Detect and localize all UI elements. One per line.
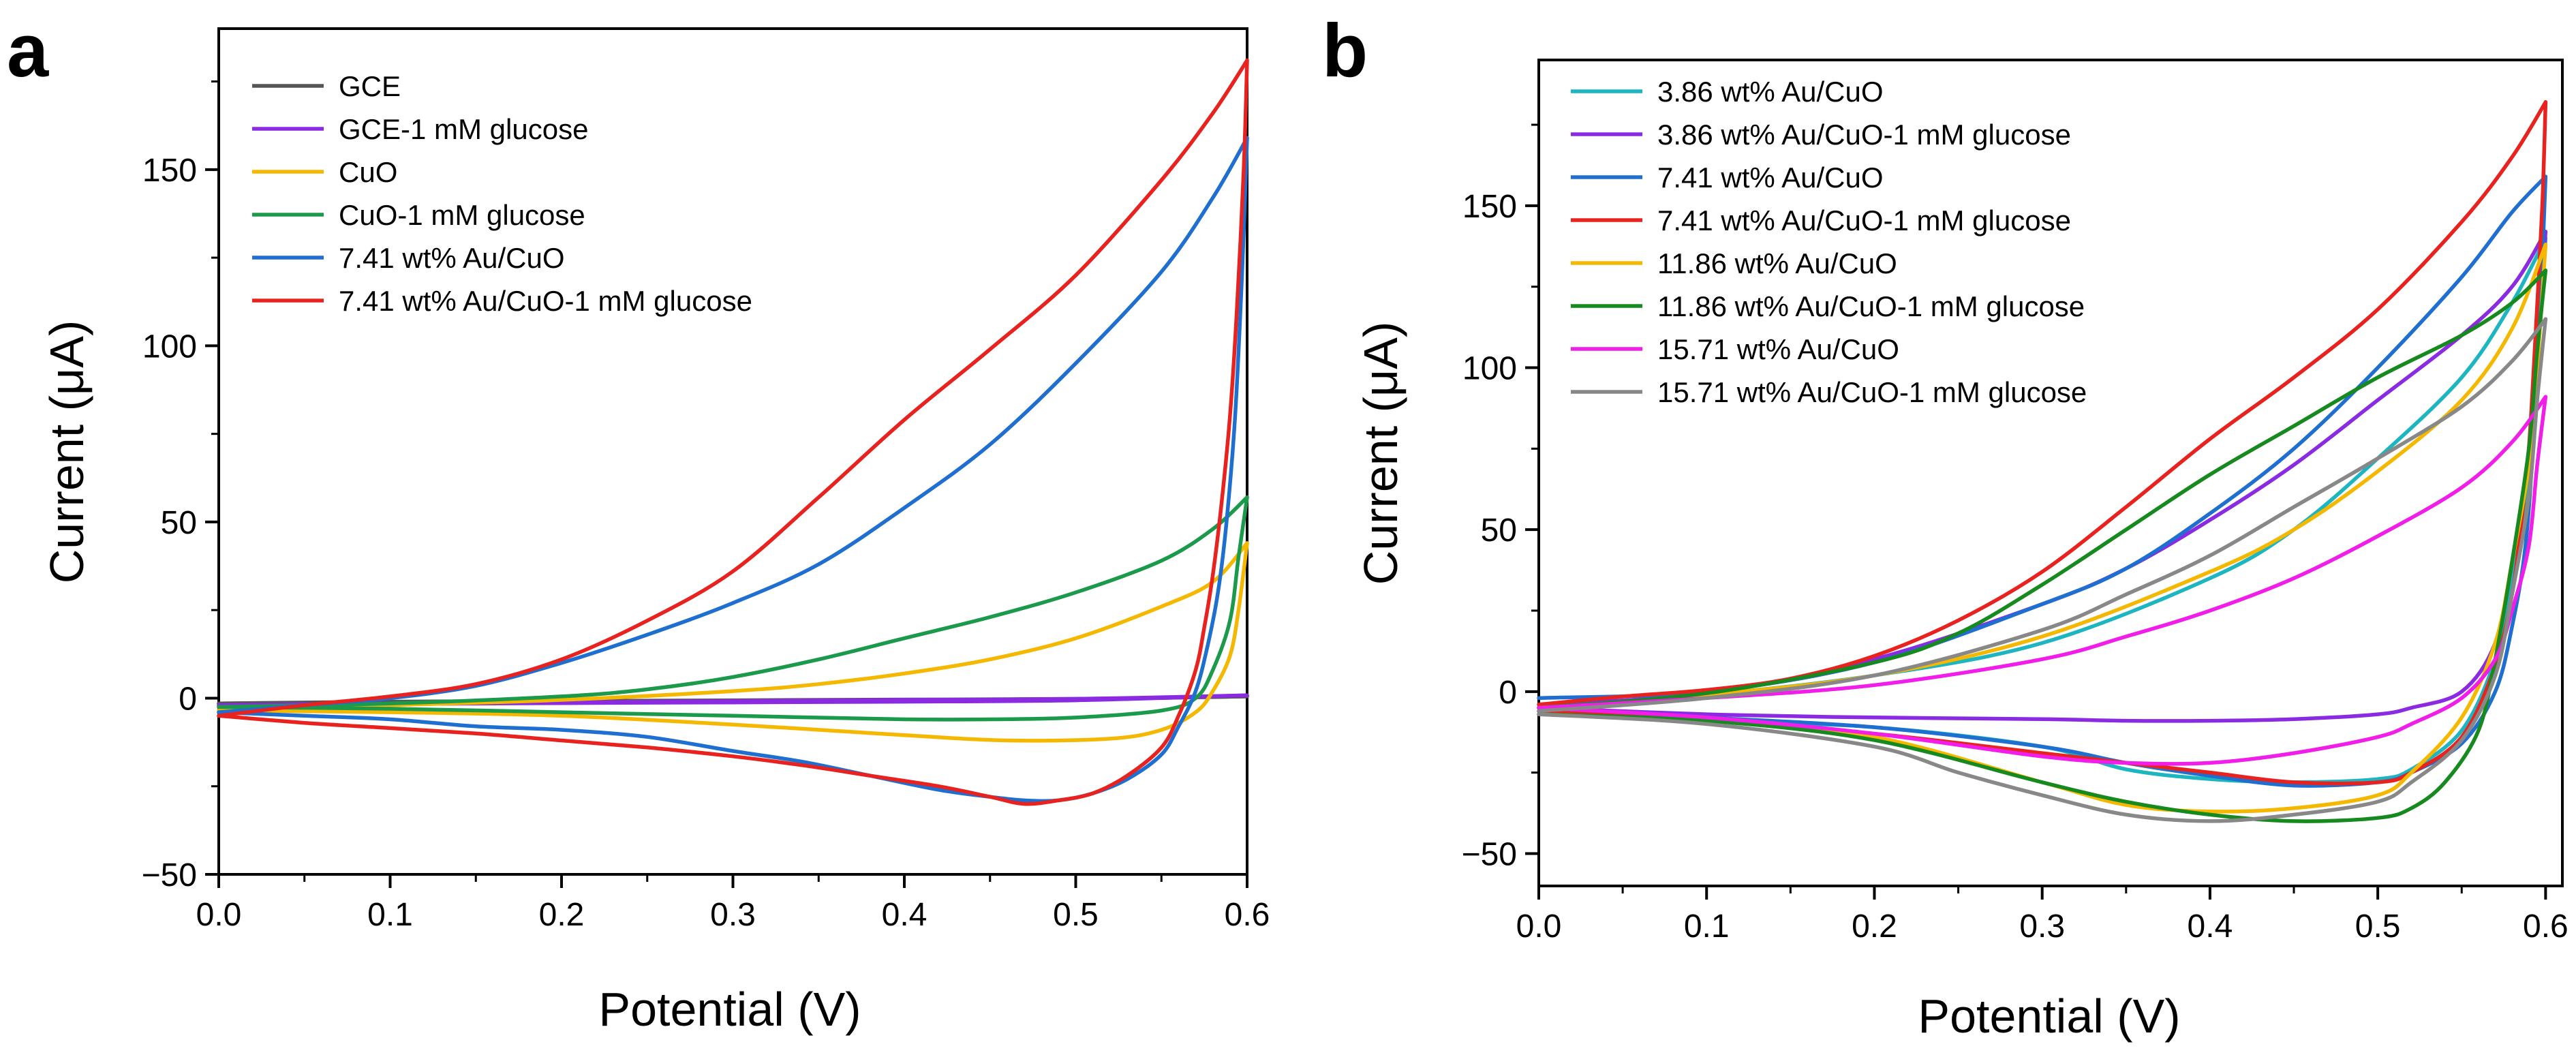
legend-entry: 3.86 wt% Au/CuO <box>1571 76 1884 108</box>
series-line-reverse <box>1537 269 2548 823</box>
panel-a-y-axis-title: Current (μA) <box>40 320 93 584</box>
y-tick-label: 100 <box>1462 351 1517 387</box>
legend-entry: GCE <box>252 70 401 102</box>
y-tick-label: −50 <box>142 857 197 893</box>
series-line-forward <box>217 495 1249 709</box>
y-tick-label: 50 <box>1481 512 1517 549</box>
y-tick-label: −50 <box>1462 836 1517 872</box>
legend-label: 7.41 wt% Au/CuO <box>1657 162 1884 194</box>
x-tick-label: 0.0 <box>196 897 242 933</box>
series-11-86-wt-au-cuo <box>1537 243 2548 814</box>
panel-b-legend: 3.86 wt% Au/CuO 3.86 wt% Au/CuO-1 mM gluc… <box>1571 76 2087 408</box>
legend-entry: 15.71 wt% Au/CuO <box>1571 333 1899 365</box>
x-tick-label: 0.6 <box>2523 908 2569 945</box>
panel-a-plot-area: 0.0 0.1 0.2 0.3 0.4 0.5 0.6 −50 0 50 100 150 <box>142 27 1270 933</box>
y-tick-label: 50 <box>161 505 197 541</box>
legend-entry: 11.86 wt% Au/CuO <box>1571 247 1897 279</box>
panel-b-chart: b 0.0 0.1 0.2 0.3 0.4 0.5 0.6 −50 0 50 100 150 3.86… <box>1322 9 2569 1043</box>
x-tick-label: 0.2 <box>539 897 585 933</box>
legend-entry: 7.41 wt% Au/CuO-1 mM glucose <box>1571 204 2071 236</box>
series-line-reverse <box>217 541 1249 743</box>
x-tick-label: 0.4 <box>2188 908 2233 945</box>
x-tick-label: 0.4 <box>882 897 927 933</box>
legend-label: 11.86 wt% Au/CuO-1 mM glucose <box>1657 290 2085 322</box>
legend-label: 15.71 wt% Au/CuO-1 mM glucose <box>1657 376 2087 408</box>
series-15-71-wt-au-cuo-1-mm-glucose <box>1537 317 2548 823</box>
x-tick-label: 0.3 <box>710 897 756 933</box>
legend-entry: CuO-1 mM glucose <box>252 199 585 231</box>
x-tick-label: 0.5 <box>1053 897 1099 933</box>
panel-b-plot-area: 0.0 0.1 0.2 0.3 0.4 0.5 0.6 −50 0 50 100 150 <box>1462 59 2569 945</box>
x-tick-label: 0.0 <box>1516 908 1562 945</box>
x-tick-label: 0.1 <box>367 897 413 933</box>
series-line-reverse <box>217 136 1249 803</box>
y-tick-label: 100 <box>142 328 197 365</box>
panel-a-legend: GCE GCE-1 mM glucose CuO CuO-1 mM glucose 7.… <box>252 70 752 317</box>
series-line-forward <box>1537 395 2548 710</box>
series-line-forward <box>217 541 1249 713</box>
legend-entry: 7.41 wt% Au/CuO-1 mM glucose <box>252 285 752 317</box>
legend-label: GCE <box>339 70 401 102</box>
legend-entry: 15.71 wt% Au/CuO-1 mM glucose <box>1571 376 2087 408</box>
series-line-forward <box>1537 269 2548 710</box>
plot-frame <box>1537 59 2564 887</box>
panel-a-x-axis-title: Potential (V) <box>598 983 861 1036</box>
x-tick-label: 0.6 <box>1225 897 1270 933</box>
legend-entry: GCE-1 mM glucose <box>252 113 588 145</box>
y-tick-label: 150 <box>142 153 197 189</box>
panel-a-letter: a <box>7 9 49 93</box>
series-cuo <box>217 541 1249 743</box>
legend-label: 3.86 wt% Au/CuO <box>1657 76 1884 108</box>
series-line-forward <box>1537 100 2548 707</box>
legend-entry: 11.86 wt% Au/CuO-1 mM glucose <box>1571 290 2085 322</box>
legend-label: CuO <box>339 156 397 188</box>
x-tick-label: 0.1 <box>1684 908 1730 945</box>
panel-b-x-axis-title: Potential (V) <box>1918 990 2180 1043</box>
legend-entry: 7.41 wt% Au/CuO <box>1571 162 1884 194</box>
series-line-forward <box>217 58 1249 718</box>
series-line-reverse <box>1537 243 2548 814</box>
x-tick-label: 0.3 <box>2019 908 2065 945</box>
series-line-reverse <box>217 58 1249 806</box>
series-11-86-wt-au-cuo-1-mm-glucose <box>1537 269 2548 823</box>
series-line-reverse <box>217 495 1249 722</box>
legend-label: 7.41 wt% Au/CuO-1 mM glucose <box>339 285 752 317</box>
x-tick-label: 0.2 <box>1852 908 1897 945</box>
series-line-reverse <box>1537 317 2548 823</box>
legend-label: 7.41 wt% Au/CuO-1 mM glucose <box>1657 204 2071 236</box>
series-line-forward <box>1537 243 2548 710</box>
x-tick-label: 0.5 <box>2355 908 2401 945</box>
legend-label: 15.71 wt% Au/CuO <box>1657 333 1899 365</box>
legend-label: 7.41 wt% Au/CuO <box>339 242 565 274</box>
y-tick-label: 0 <box>179 681 197 717</box>
legend-label: 11.86 wt% Au/CuO <box>1657 247 1897 279</box>
y-tick-label: 0 <box>1499 675 1517 711</box>
legend-label: 3.86 wt% Au/CuO-1 mM glucose <box>1657 119 2071 151</box>
legend-label: GCE-1 mM glucose <box>339 113 588 145</box>
legend-entry: CuO <box>252 156 397 188</box>
legend-entry: 3.86 wt% Au/CuO-1 mM glucose <box>1571 119 2071 151</box>
series-15-71-wt-au-cuo <box>1537 395 2548 766</box>
legend-label: CuO-1 mM glucose <box>339 199 585 231</box>
panel-b-y-axis-title: Current (μA) <box>1354 322 1407 585</box>
series-line-forward <box>1537 317 2548 714</box>
y-tick-label: 150 <box>1462 189 1517 225</box>
legend-entry: 7.41 wt% Au/CuO <box>252 242 565 274</box>
series-cuo-1-mm-glucose <box>217 495 1249 722</box>
series-line-reverse <box>1537 395 2548 766</box>
panel-b-letter: b <box>1322 9 1368 93</box>
series-7-41-wt-au-cuo-1-mm-glucose <box>217 58 1249 806</box>
